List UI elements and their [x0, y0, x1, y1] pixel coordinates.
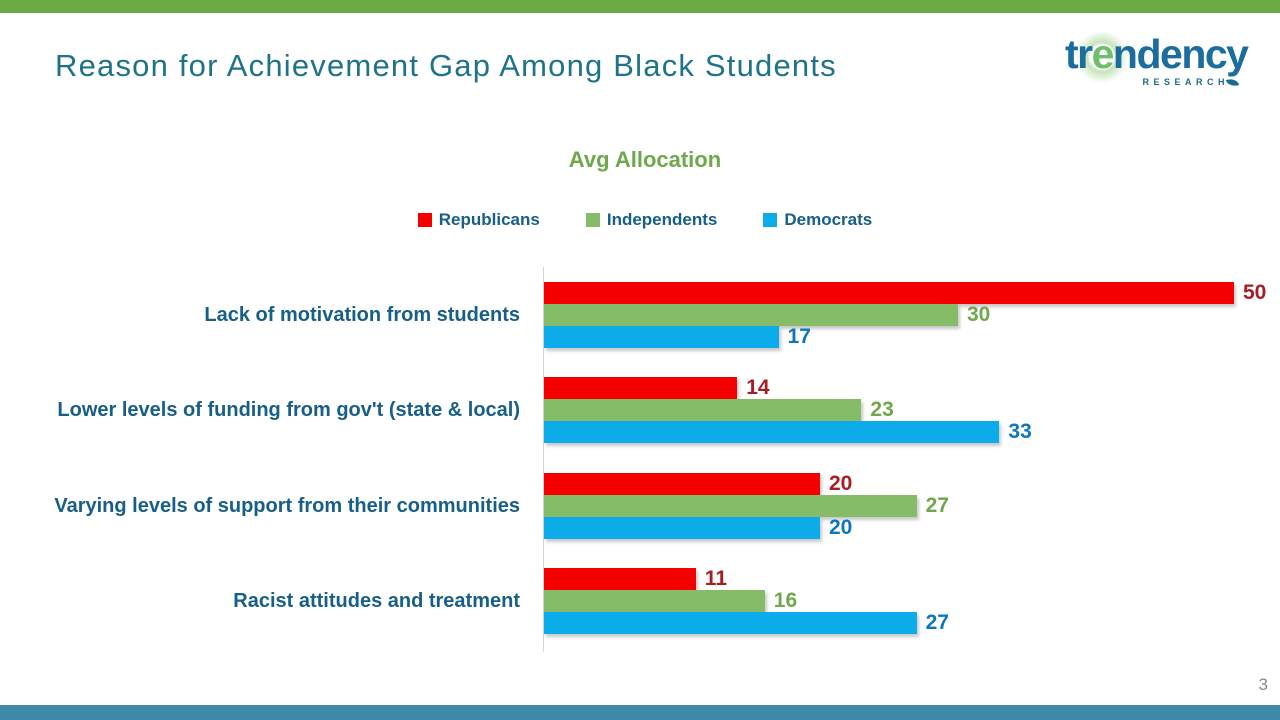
category-label: Lack of motivation from students [204, 303, 520, 326]
bar-value-label: 33 [1008, 420, 1032, 444]
chart-title: Avg Allocation [568, 147, 722, 172]
bar-republicans [544, 568, 696, 591]
bar-independents [544, 590, 765, 613]
bar-independents [544, 399, 862, 422]
bar-independents [544, 303, 958, 326]
category-group: Lack of motivation from students 50 30 17 [0, 267, 1280, 363]
logo-tagline-text: RESEARCH [1142, 77, 1229, 87]
legend-swatch-icon [585, 213, 600, 227]
legend-swatch-icon [417, 213, 432, 227]
bar-value-label: 20 [829, 515, 853, 539]
bar-republicans [544, 377, 738, 400]
legend-label: Republicans [438, 210, 540, 229]
legend-item-independents: Independents [585, 210, 718, 230]
category-group: Varying levels of support from their com… [0, 458, 1280, 554]
category-label: Varying levels of support from their com… [54, 494, 520, 517]
bar-value-label: 14 [746, 376, 770, 400]
bottom-accent-bar [0, 705, 1280, 720]
bar-democrats [544, 325, 779, 348]
trendency-logo: trendency RESEARCH [1065, 31, 1249, 89]
logo-text-pre: tr [1065, 31, 1093, 77]
top-accent-bar [0, 0, 1280, 13]
logo-tagline: RESEARCH [1065, 76, 1240, 89]
chart-plot-area: Lack of motivation from students 50 30 17 Lo… [0, 267, 1280, 652]
bar-democrats [544, 421, 1000, 444]
category-label: Lower levels of funding from gov't (stat… [57, 399, 520, 421]
page-number: 3 [1258, 675, 1268, 694]
bar-republicans [544, 472, 820, 495]
bar-independents [544, 494, 917, 517]
bar-value-label: 20 [829, 471, 853, 495]
logo-text-post: ndency [1112, 31, 1249, 77]
bar-value-label: 27 [925, 611, 949, 635]
bar-value-label: 17 [787, 324, 811, 348]
bar-value-label: 11 [704, 567, 727, 591]
bar-value-label: 16 [773, 589, 798, 613]
logo-accent-letter: e [1091, 31, 1115, 77]
bar-democrats [544, 612, 917, 635]
legend-label: Independents [606, 210, 718, 229]
legend-label: Democrats [784, 210, 873, 229]
bar-value-label: 50 [1243, 280, 1267, 304]
legend-swatch-icon [763, 213, 778, 227]
legend-item-republicans: Republicans [417, 210, 540, 230]
y-axis-line [543, 267, 544, 652]
bar-value-label: 27 [925, 493, 949, 517]
slide-title: Reason for Achievement Gap Among Black S… [55, 48, 837, 83]
category-group: Lower levels of funding from gov't (stat… [0, 363, 1280, 459]
chart-legend: Republicans Independents Democrats [0, 210, 1280, 230]
logo-wordmark: trendency [1065, 31, 1249, 77]
bar-republicans [544, 281, 1234, 304]
category-label: Racist attitudes and treatment [233, 590, 520, 612]
legend-item-democrats: Democrats [763, 210, 872, 230]
bar-value-label: 30 [967, 302, 991, 326]
category-group: Racist attitudes and treatment 11 16 27 [0, 554, 1280, 650]
bar-democrats [544, 516, 820, 539]
bar-value-label: 23 [870, 398, 894, 422]
